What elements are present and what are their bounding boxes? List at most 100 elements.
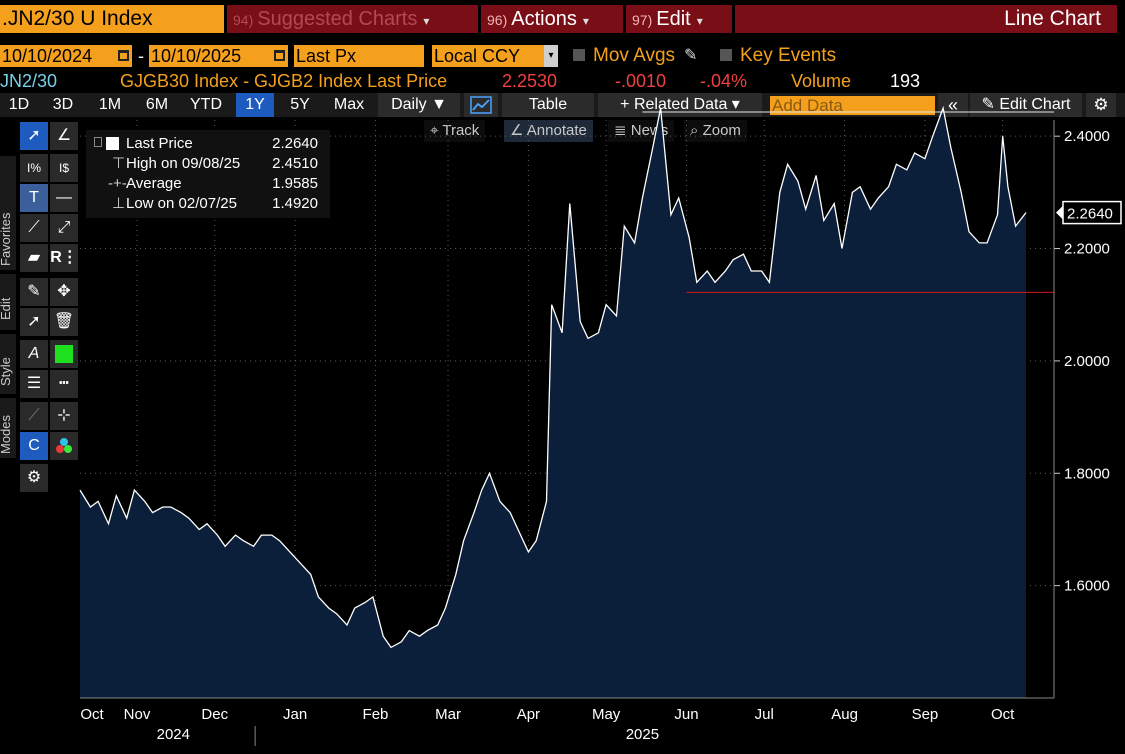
magnet-icon[interactable]: C <box>20 432 48 460</box>
pencil-icon[interactable]: ✎ <box>684 47 698 64</box>
period-1d[interactable]: 1D <box>0 93 38 117</box>
legend-average-value: 1.9585 <box>272 175 318 192</box>
angle-tool-icon[interactable]: ∠ <box>50 122 78 150</box>
x-month-label: Sep <box>912 706 939 723</box>
gear-icon[interactable]: ⚙ <box>20 464 48 492</box>
collapse-box-icon[interactable] <box>94 137 102 147</box>
volume-label: Volume <box>791 71 852 91</box>
security-ticker-field[interactable]: .JN2/30 U Index <box>0 5 224 33</box>
last-price-marker: 2.2640 <box>1056 200 1122 225</box>
y-axis: 1.6000 1.8000 2.0000 2.2000 2.4000 <box>1053 120 1110 698</box>
tab-modes[interactable]: Modes <box>0 398 16 458</box>
line-weight-icon[interactable]: ☰ <box>20 370 48 398</box>
x-month-label: Jul <box>755 706 774 723</box>
gear-icon[interactable]: ⚙ <box>1086 93 1116 117</box>
related-data-menu[interactable]: + Related Data ▾ <box>598 93 762 117</box>
dollar-tool-icon[interactable]: I$ <box>50 154 78 182</box>
snap-icon[interactable]: ⊹ <box>50 402 78 430</box>
chevron-down-icon[interactable]: ▾ <box>544 45 558 67</box>
eraser-icon[interactable]: ⟋ <box>20 402 48 430</box>
annotate-label: Annotate <box>526 122 587 139</box>
actions-menu[interactable]: 96) Actions ▾ <box>481 5 623 33</box>
tab-favorites[interactable]: Favorites <box>0 156 16 270</box>
legend-high-value: 2.4510 <box>272 155 318 172</box>
line-style-icon[interactable]: ┅ <box>50 370 78 398</box>
actions-shortcut: 96) <box>487 12 508 28</box>
ray-line-icon[interactable]: ⤢ <box>50 214 78 242</box>
horizontal-line-icon[interactable]: — <box>50 184 78 212</box>
period-5y[interactable]: 5Y <box>280 93 320 117</box>
key-events-checkbox[interactable] <box>720 49 732 61</box>
pencil-icon: ✎ <box>981 96 1000 113</box>
edit-label: Edit <box>656 8 691 30</box>
rgb-dots-icon <box>56 438 72 453</box>
calendar-icon[interactable] <box>118 50 129 61</box>
last-price-value: 2.2530 <box>502 71 558 91</box>
pen-tool-icon[interactable]: ✎ <box>20 278 48 306</box>
start-date-value: 10/10/2024 <box>2 46 93 66</box>
end-date-field[interactable]: 10/10/2025 <box>149 45 288 67</box>
zoom-button[interactable]: ⌕ Zoom <box>684 120 747 142</box>
table-button[interactable]: Table <box>502 93 594 117</box>
period-6m[interactable]: 6M <box>138 93 176 117</box>
legend-last-label: Last Price <box>126 135 193 152</box>
regression-tool-icon[interactable]: R⋮ <box>50 244 78 272</box>
start-date-field[interactable]: 10/10/2024 <box>0 45 132 67</box>
suggested-charts-menu[interactable]: 94) Suggested Charts ▾ <box>227 5 478 33</box>
actions-label: Actions <box>511 8 577 30</box>
y-tick-label: 1.8000 <box>1064 465 1110 482</box>
chevron-down-icon: ▾ <box>582 14 589 28</box>
period-1y[interactable]: 1Y <box>236 93 274 117</box>
mov-avgs-label[interactable]: Mov Avgs <box>593 45 676 66</box>
add-data-input[interactable]: Add Data <box>770 96 935 115</box>
security-description: GJGB30 Index - GJGB2 Index Last Price <box>120 71 448 91</box>
period-max[interactable]: Max <box>326 93 372 117</box>
font-style-icon[interactable]: A <box>20 340 48 368</box>
edit-menu[interactable]: 97) Edit ▾ <box>626 5 732 33</box>
period-ytd[interactable]: YTD <box>182 93 230 117</box>
frequency-selector[interactable]: Daily ▼ <box>378 93 460 117</box>
x-month-label: Aug <box>831 706 858 723</box>
legend-last-price[interactable]: Last Price 2.2640 <box>86 134 330 154</box>
mov-avgs-checkbox[interactable] <box>573 49 585 61</box>
crosshair-icon: ⌖ <box>430 122 443 139</box>
edit-chart-button[interactable]: ✎ Edit Chart <box>970 93 1082 117</box>
tab-edit[interactable]: Edit <box>0 274 16 330</box>
period-1m[interactable]: 1M <box>88 93 132 117</box>
channel-tool-icon[interactable]: ▰ <box>20 244 48 272</box>
move-icon[interactable]: ✥ <box>50 278 78 306</box>
tab-style[interactable]: Style <box>0 334 16 394</box>
chart-style-icon[interactable] <box>464 93 498 117</box>
color-mode-icon[interactable] <box>50 432 78 460</box>
color-picker-icon[interactable] <box>50 340 78 368</box>
y-tick-label: 2.2000 <box>1064 241 1110 258</box>
percent-tool-icon[interactable]: I% <box>20 154 48 182</box>
add-point-icon[interactable]: ➚ <box>20 308 48 336</box>
price-field-selector[interactable]: Last Px <box>294 45 424 67</box>
y-tick-label: 2.0000 <box>1064 353 1110 370</box>
drawing-tool-palette: Favorites Edit Style Modes ➚ ∠ I% I$ T —… <box>0 120 80 492</box>
trendline-icon[interactable]: ⟋ <box>20 214 48 242</box>
x-month-label: Apr <box>517 706 540 723</box>
legend-low-label: Low on 02/07/25 <box>126 195 237 212</box>
period-3d[interactable]: 3D <box>44 93 82 117</box>
legend-low: ⊥ Low on 02/07/25 1.4920 <box>86 194 330 214</box>
pointer-tool-icon[interactable]: ➚ <box>20 122 48 150</box>
suggested-charts-label: Suggested Charts <box>257 8 418 30</box>
currency-selector[interactable]: Local CCY ▾ <box>432 45 558 67</box>
collapse-icon[interactable]: « <box>938 93 968 117</box>
key-events-label[interactable]: Key Events <box>740 45 837 66</box>
x-month-label: Jan <box>283 706 307 723</box>
x-month-label: Oct <box>991 706 1015 723</box>
x-year-label: 2025 <box>626 726 659 743</box>
calendar-icon[interactable] <box>274 50 285 61</box>
track-button[interactable]: ⌖ Track <box>424 120 486 142</box>
price-line <box>79 105 1027 649</box>
pct-change-value: -.04% <box>700 71 748 91</box>
text-tool-icon[interactable]: T <box>20 184 48 212</box>
high-marker-icon: ⊤ <box>112 155 126 172</box>
trash-icon[interactable]: 🗑 <box>50 308 78 336</box>
low-marker-icon: ⊥ <box>112 195 126 212</box>
last-price-pointer <box>1056 205 1063 220</box>
